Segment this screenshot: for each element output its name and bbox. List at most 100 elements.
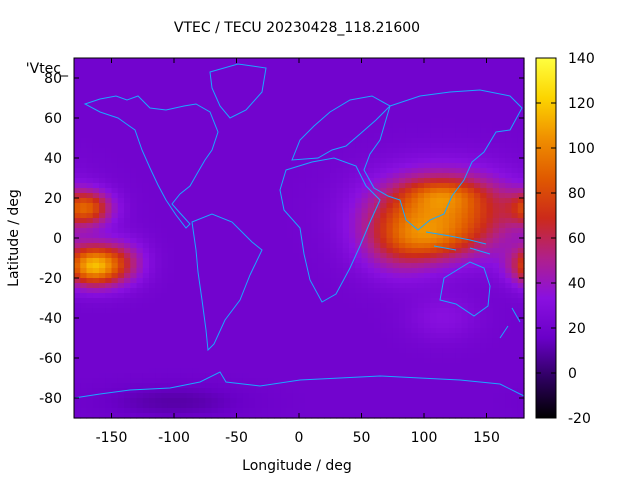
heatmap-cell bbox=[449, 163, 456, 169]
heatmap-cell bbox=[274, 283, 281, 289]
heatmap-cell bbox=[480, 148, 488, 154]
heatmap-cell bbox=[317, 198, 325, 204]
heatmap-cell bbox=[242, 263, 250, 269]
heatmap-cell bbox=[392, 348, 400, 354]
heatmap-cell bbox=[142, 263, 150, 269]
heatmap-cell bbox=[349, 78, 356, 84]
heatmap-cell bbox=[374, 123, 381, 129]
heatmap-cell bbox=[267, 108, 275, 114]
heatmap-cell bbox=[186, 123, 194, 129]
heatmap-cell bbox=[336, 253, 344, 259]
heatmap-cell bbox=[336, 118, 344, 124]
heatmap-cell bbox=[255, 128, 263, 134]
heatmap-cell bbox=[486, 393, 494, 399]
heatmap-cell bbox=[255, 118, 263, 124]
heatmap-cell bbox=[411, 93, 419, 99]
heatmap-cell bbox=[424, 63, 431, 69]
heatmap-cell bbox=[292, 153, 300, 159]
heatmap-cell bbox=[342, 213, 350, 219]
heatmap-cell bbox=[342, 128, 350, 134]
heatmap-cell bbox=[411, 148, 419, 154]
heatmap-cell bbox=[399, 138, 406, 144]
heatmap-cell bbox=[349, 83, 356, 89]
heatmap-cell bbox=[249, 368, 256, 374]
heatmap-cell bbox=[130, 238, 138, 244]
heatmap-cell bbox=[430, 323, 438, 329]
heatmap-cell bbox=[136, 398, 144, 404]
heatmap-cell bbox=[236, 248, 244, 254]
heatmap-cell bbox=[217, 143, 225, 149]
heatmap-cell bbox=[86, 318, 94, 324]
heatmap-cell bbox=[274, 203, 281, 209]
heatmap-cell bbox=[492, 178, 500, 184]
heatmap-cell bbox=[142, 133, 150, 139]
heatmap-cell bbox=[136, 93, 144, 99]
heatmap-cell bbox=[405, 243, 413, 249]
heatmap-cell bbox=[217, 398, 225, 404]
heatmap-cell bbox=[442, 168, 450, 174]
heatmap-cell bbox=[374, 218, 381, 224]
heatmap-cell bbox=[117, 208, 125, 214]
heatmap-cell bbox=[367, 83, 375, 89]
heatmap-cell bbox=[211, 383, 219, 389]
heatmap-cell bbox=[299, 83, 306, 89]
heatmap-cell bbox=[317, 333, 325, 339]
heatmap-cell bbox=[74, 228, 81, 234]
heatmap-cell bbox=[499, 243, 506, 249]
heatmap-cell bbox=[211, 388, 219, 394]
heatmap-cell bbox=[349, 188, 356, 194]
heatmap-cell bbox=[174, 133, 181, 139]
heatmap-cell bbox=[224, 378, 231, 384]
heatmap-cell bbox=[324, 123, 331, 129]
heatmap-cell bbox=[255, 343, 263, 349]
heatmap-cell bbox=[417, 143, 425, 149]
heatmap-cell bbox=[86, 298, 94, 304]
heatmap-cell bbox=[180, 173, 188, 179]
heatmap-cell bbox=[330, 148, 338, 154]
heatmap-cell bbox=[124, 183, 131, 189]
heatmap-cell bbox=[417, 278, 425, 284]
heatmap-cell bbox=[211, 163, 219, 169]
heatmap-cell bbox=[161, 273, 169, 279]
heatmap-cell bbox=[249, 318, 256, 324]
heatmap-cell bbox=[449, 258, 456, 264]
heatmap-cell bbox=[230, 178, 238, 184]
heatmap-cell bbox=[336, 78, 344, 84]
heatmap-cell bbox=[292, 243, 300, 249]
heatmap-cell bbox=[486, 93, 494, 99]
heatmap-cell bbox=[267, 243, 275, 249]
heatmap-cell bbox=[499, 258, 506, 264]
heatmap-cell bbox=[392, 168, 400, 174]
heatmap-cell bbox=[274, 123, 281, 129]
heatmap-cell bbox=[124, 93, 131, 99]
heatmap-cell bbox=[367, 258, 375, 264]
heatmap-cell bbox=[324, 73, 331, 79]
heatmap-cell bbox=[261, 373, 269, 379]
heatmap-cell bbox=[317, 318, 325, 324]
heatmap-cell bbox=[361, 83, 369, 89]
heatmap-cell bbox=[374, 268, 381, 274]
heatmap-cell bbox=[186, 78, 194, 84]
heatmap-cell bbox=[367, 198, 375, 204]
heatmap-cell bbox=[361, 263, 369, 269]
heatmap-cell bbox=[192, 83, 200, 89]
heatmap-cell bbox=[149, 113, 156, 119]
heatmap-cell bbox=[455, 248, 463, 254]
heatmap-cell bbox=[442, 153, 450, 159]
heatmap-cell bbox=[167, 183, 175, 189]
heatmap-cell bbox=[330, 158, 338, 164]
heatmap-cell bbox=[230, 158, 238, 164]
heatmap-cell bbox=[486, 368, 494, 374]
heatmap-cell bbox=[311, 233, 319, 239]
heatmap-cell bbox=[311, 188, 319, 194]
heatmap-cell bbox=[274, 233, 281, 239]
heatmap-cell bbox=[86, 173, 94, 179]
heatmap-cell bbox=[424, 88, 431, 94]
heatmap-cell bbox=[167, 228, 175, 234]
heatmap-cell bbox=[130, 378, 138, 384]
heatmap-cell bbox=[305, 138, 313, 144]
heatmap-cell bbox=[342, 188, 350, 194]
heatmap-cell bbox=[311, 283, 319, 289]
heatmap-cell bbox=[230, 258, 238, 264]
heatmap-cell bbox=[411, 113, 419, 119]
